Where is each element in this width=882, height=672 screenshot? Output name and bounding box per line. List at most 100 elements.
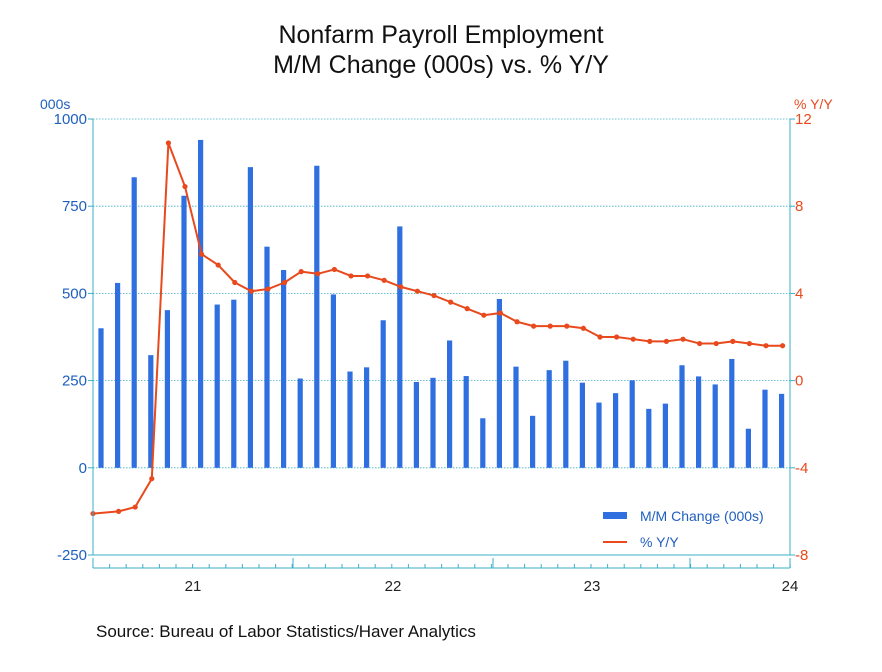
- bar: [98, 328, 104, 468]
- line-point: [199, 251, 205, 257]
- left-tick-label: 0: [79, 460, 87, 477]
- bar: [596, 402, 602, 468]
- bar: [413, 381, 419, 468]
- legend-label-line: % Y/Y: [640, 534, 679, 550]
- bar: [397, 226, 403, 468]
- line-point: [663, 338, 670, 344]
- line-point: [580, 325, 587, 331]
- bar: [629, 380, 635, 468]
- axes: 1000 750 500 250 0 -250 12 8 4 0 -4 -8 21 22 23 24: [54, 111, 812, 595]
- line-point: [514, 319, 520, 325]
- bar: [281, 270, 287, 468]
- bar: [712, 384, 718, 468]
- left-axis-unit: 000s: [40, 96, 70, 112]
- line-point: [647, 338, 653, 344]
- line-point: [348, 273, 354, 279]
- legend-label-bars: M/M Change (000s): [640, 508, 764, 524]
- line-point: [431, 292, 437, 299]
- bar: [463, 376, 469, 468]
- bar: [496, 298, 502, 468]
- line-point: [365, 273, 371, 279]
- gridlines: [93, 118, 790, 469]
- bar: [430, 377, 436, 468]
- line-point: [331, 266, 337, 273]
- line-point: [116, 508, 122, 514]
- line-point: [414, 288, 420, 294]
- bar: [198, 139, 204, 468]
- right-tick-label: -4: [795, 460, 808, 477]
- bar: [513, 366, 519, 468]
- bar: [297, 378, 303, 468]
- line-point: [730, 338, 736, 344]
- source-note: Source: Bureau of Labor Statistics/Haver…: [96, 622, 476, 641]
- line-point: [614, 334, 620, 340]
- bar: [779, 393, 785, 468]
- bar: [231, 299, 237, 468]
- bar: [131, 177, 137, 468]
- line-point: [215, 262, 221, 268]
- bar: [380, 320, 386, 468]
- bar: [480, 418, 486, 468]
- bar-series: [98, 139, 785, 468]
- line-point: [265, 286, 271, 292]
- line-point: [149, 476, 155, 482]
- bar: [546, 370, 552, 468]
- line-point: [780, 343, 786, 349]
- line-point: [497, 310, 503, 316]
- right-tick-label: 8: [795, 198, 803, 215]
- line-point: [248, 288, 254, 294]
- bar: [314, 165, 320, 468]
- line-point: [464, 306, 470, 312]
- chart-subtitle: M/M Change (000s) vs. % Y/Y: [273, 51, 609, 79]
- line-point: [630, 336, 636, 342]
- line-point: [680, 336, 686, 342]
- x-tick-label: 23: [584, 578, 601, 595]
- line-point: [232, 279, 238, 286]
- bar: [762, 389, 768, 468]
- bar: [164, 310, 170, 468]
- bar: [679, 365, 685, 468]
- bar: [579, 382, 585, 468]
- line-series: [90, 140, 786, 517]
- left-tick-label: 750: [62, 198, 87, 215]
- line-point: [132, 504, 138, 510]
- bar: [148, 355, 154, 468]
- bar: [115, 282, 121, 468]
- line-point: [448, 299, 454, 305]
- right-tick-label: 4: [795, 285, 803, 302]
- bar: [729, 358, 735, 468]
- bar: [646, 408, 652, 468]
- line-point: [315, 271, 321, 277]
- bar: [364, 367, 370, 468]
- line-point: [182, 183, 188, 190]
- left-tick-label: 1000: [54, 111, 87, 128]
- bar: [530, 415, 536, 468]
- line-point: [381, 277, 387, 283]
- bar: [696, 376, 702, 468]
- line-point: [298, 269, 304, 275]
- line-point: [597, 334, 603, 340]
- right-tick-label: -8: [795, 547, 808, 564]
- line-point: [398, 284, 404, 290]
- bar: [330, 294, 336, 468]
- line-point: [697, 340, 703, 347]
- bar: [563, 360, 569, 468]
- legend-swatch-bars: [603, 512, 627, 519]
- chart-title: Nonfarm Payroll Employment: [278, 21, 603, 49]
- right-tick-label: 0: [795, 373, 803, 390]
- right-tick-label: 12: [795, 111, 812, 128]
- bar: [447, 340, 453, 468]
- line-point: [547, 323, 553, 329]
- left-tick-label: 250: [62, 373, 87, 390]
- left-tick-label: 500: [62, 285, 87, 302]
- series-line: [92, 141, 783, 515]
- line-point: [713, 340, 719, 347]
- bar: [264, 246, 270, 468]
- bar: [347, 371, 353, 468]
- line-point: [282, 279, 288, 286]
- legend: M/M Change (000s) % Y/Y: [603, 508, 764, 550]
- left-tick-label: -250: [57, 547, 87, 564]
- bar: [613, 393, 619, 468]
